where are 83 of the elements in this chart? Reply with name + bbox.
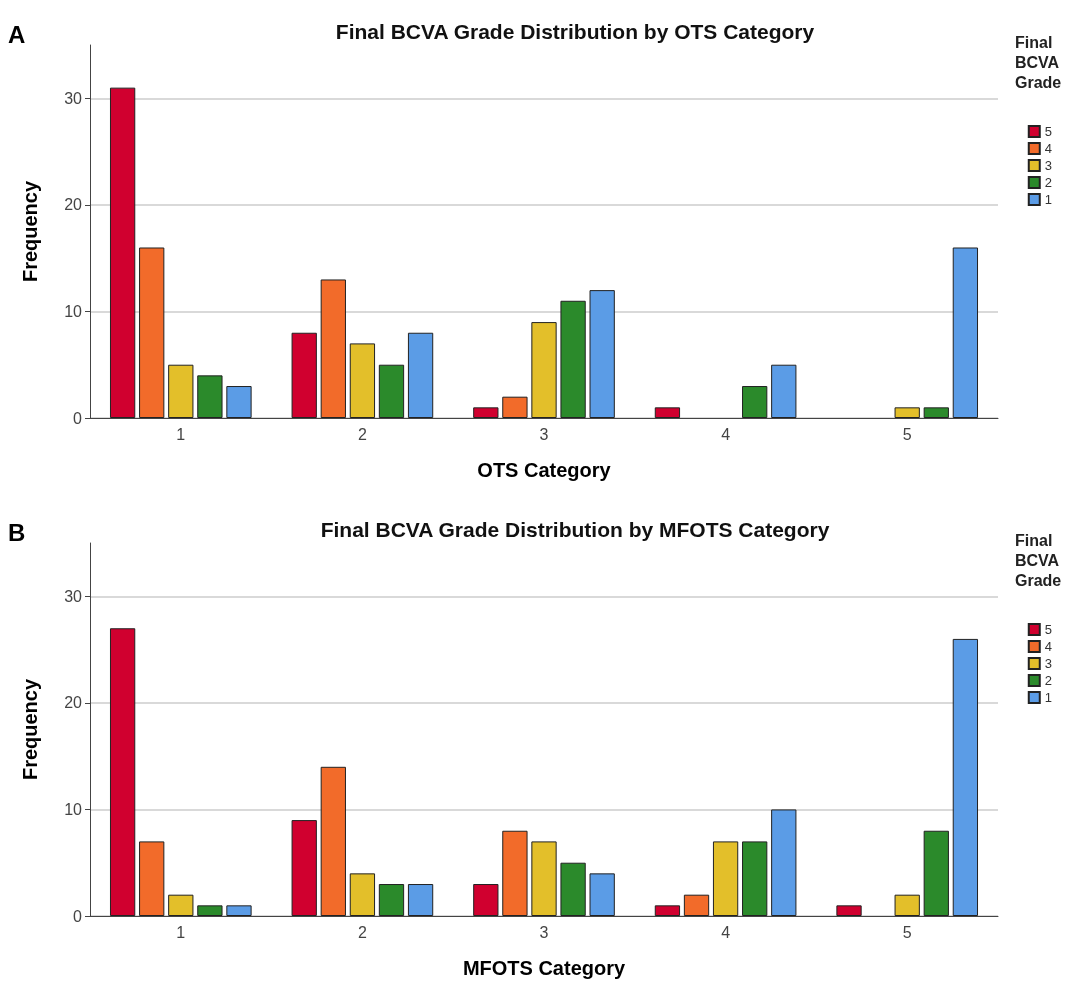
bar <box>291 332 317 418</box>
bar <box>320 766 346 916</box>
legend-title: Final BCVA Grade <box>1015 33 1063 91</box>
bar <box>742 841 768 916</box>
bar <box>407 884 434 916</box>
x-tick-label: 3 <box>539 425 549 443</box>
text: B <box>8 518 26 546</box>
y-tick-label: 10 <box>64 800 83 818</box>
y-axis-title: Frequency <box>19 180 41 283</box>
legend-label: 5 <box>1044 124 1052 139</box>
bar <box>836 905 862 916</box>
bar <box>320 279 346 418</box>
y-tick-label: 20 <box>64 196 83 214</box>
legend-label: 4 <box>1044 639 1052 654</box>
bar <box>226 386 252 418</box>
x-tick-label: 1 <box>176 923 186 941</box>
bar <box>589 873 615 916</box>
legend-label: 1 <box>1044 690 1052 705</box>
bar <box>109 87 136 418</box>
legend-title: Final BCVA Grade <box>1015 531 1063 589</box>
x-tick-label: 3 <box>539 923 549 941</box>
chart-title: Final BCVA Grade Distribution by OTS Category <box>335 20 815 43</box>
x-tick-label: 5 <box>902 425 912 443</box>
chart-title: Final BCVA Grade Distribution by MFOTS Category <box>320 518 830 541</box>
bar <box>654 407 681 418</box>
bar <box>139 841 165 916</box>
bar <box>712 841 739 916</box>
legend-label: 5 <box>1044 622 1052 637</box>
legend-label: 2 <box>1044 175 1052 190</box>
y-tick-label: 20 <box>64 694 83 712</box>
bar <box>742 386 768 418</box>
bar <box>952 247 979 418</box>
bar <box>407 332 434 418</box>
bar <box>560 862 586 916</box>
bar <box>378 884 405 916</box>
bar <box>560 300 586 418</box>
bar <box>226 905 252 916</box>
x-tick-label: 5 <box>902 923 912 941</box>
bar <box>349 343 376 418</box>
text: A <box>8 20 26 48</box>
legend-label: 2 <box>1044 673 1052 688</box>
bar <box>531 322 557 418</box>
y-tick-label: 0 <box>73 409 83 427</box>
bar <box>109 628 136 916</box>
x-axis-title: MFOTS Category <box>462 957 626 979</box>
legend-label: 4 <box>1044 141 1052 156</box>
bar <box>952 638 979 916</box>
x-tick-label: 4 <box>721 923 731 941</box>
x-axis-title: OTS Category <box>477 459 612 481</box>
bar <box>502 830 528 916</box>
bar <box>771 809 797 916</box>
bar <box>771 364 797 418</box>
bar <box>473 407 499 418</box>
y-tick-label: 10 <box>64 302 83 320</box>
bar <box>197 905 223 916</box>
bar <box>502 396 528 418</box>
legend-label: 1 <box>1044 192 1052 207</box>
x-tick-label: 2 <box>357 425 367 443</box>
x-tick-label: 4 <box>721 425 731 443</box>
bar <box>349 873 376 916</box>
bar <box>531 841 557 916</box>
bar <box>683 894 710 916</box>
bar <box>589 290 615 418</box>
x-tick-label: 2 <box>357 923 367 941</box>
y-tick-label: 0 <box>73 907 83 925</box>
bar <box>654 905 681 916</box>
legend-label: 3 <box>1044 656 1052 671</box>
bar <box>473 884 499 916</box>
bar <box>894 894 920 916</box>
bar <box>378 364 405 418</box>
bar <box>923 830 949 916</box>
bar <box>139 247 165 418</box>
bar <box>894 407 920 418</box>
bar <box>923 407 949 418</box>
bar <box>168 894 194 916</box>
x-tick-label: 1 <box>176 425 186 443</box>
y-tick-label: 30 <box>64 587 83 605</box>
bar <box>168 364 194 418</box>
bar <box>291 820 317 916</box>
y-axis-title: Frequency <box>19 678 41 781</box>
bar <box>197 375 223 418</box>
y-tick-label: 30 <box>64 89 83 107</box>
legend-label: 3 <box>1044 158 1052 173</box>
